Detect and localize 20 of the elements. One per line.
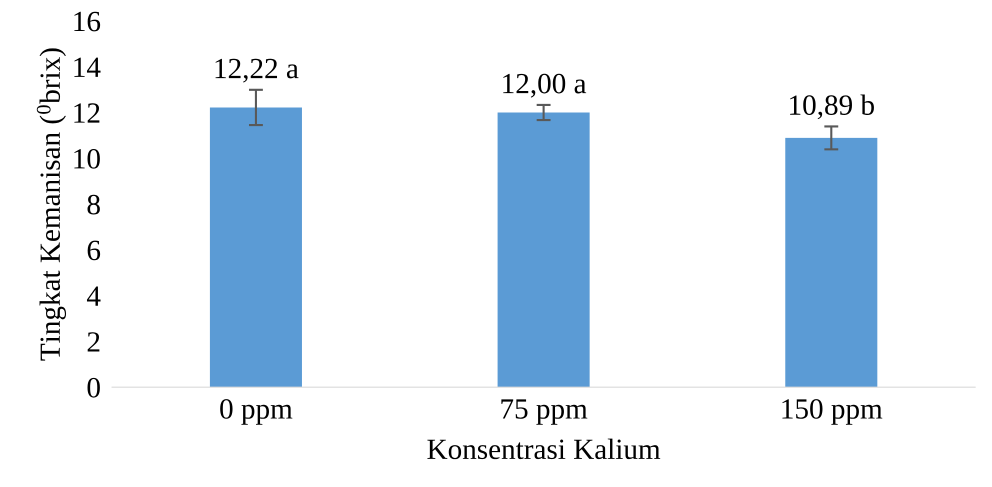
y-tick-label: 16 <box>74 12 100 32</box>
data-label: 12,22 a <box>216 58 298 83</box>
y-tick-label: 0 <box>88 378 100 398</box>
x-tick-label: 0 ppm <box>220 399 292 425</box>
x-tick-label: 75 ppm <box>501 399 588 425</box>
data-label: 10,89 b <box>790 94 874 120</box>
x-tick-label: 150 ppm <box>782 399 882 425</box>
y-axis-title: Tingkat Kemanisan ($^{0}$brix) <box>36 48 66 361</box>
y-tick-label: 8 <box>88 194 100 214</box>
bar <box>210 107 302 388</box>
bar <box>498 112 590 388</box>
data-label: 12,00 a <box>503 74 586 98</box>
y-tick-label: 10 <box>74 149 100 169</box>
x-axis-title: Konsentrasi Kalium <box>427 438 660 460</box>
y-tick-label: 2 <box>88 332 100 352</box>
y-tick-label: 4 <box>86 286 101 306</box>
y-tick-label: 6 <box>88 240 100 260</box>
y-tick-label: 12 <box>74 103 100 123</box>
bar <box>785 138 878 388</box>
y-tick-label: 14 <box>74 58 101 77</box>
